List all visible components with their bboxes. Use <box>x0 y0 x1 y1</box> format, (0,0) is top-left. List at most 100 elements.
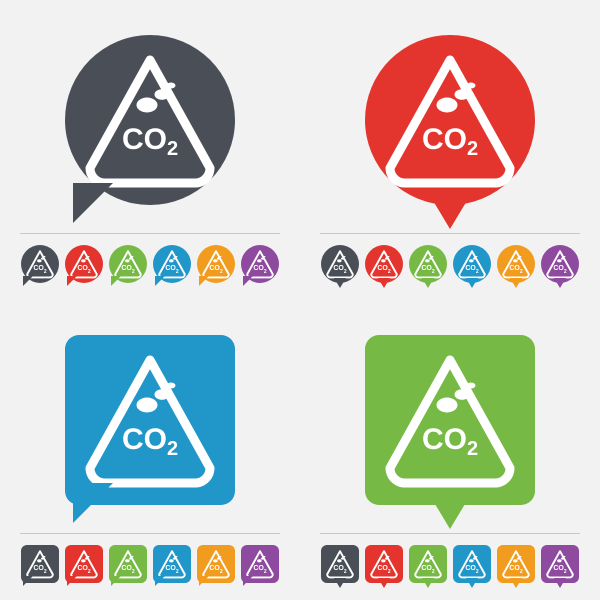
co2-bubble-circle-pointer-orange: CO2 <box>496 242 536 286</box>
co2-bubble-circle-speech-dark: CO2 <box>55 15 245 225</box>
bubble-tail <box>334 578 346 588</box>
main-bubble-area: CO2 <box>320 12 580 227</box>
co2-label: CO2 <box>553 265 566 274</box>
bubble-tail <box>73 183 113 223</box>
bubble-tail <box>199 276 209 286</box>
co2-bubble-circle-pointer-purple: CO2 <box>540 242 580 286</box>
co2-bubble-circle-speech-blue: CO2 <box>152 242 192 286</box>
co2-bubble-square-speech-blue: CO2 <box>152 542 192 586</box>
co2-bubble-circle-pointer-red: CO2 <box>364 242 404 286</box>
bubble-tail <box>111 576 121 586</box>
co2-bubble-square-pointer-dark: CO2 <box>320 542 360 586</box>
bubble-tail <box>155 576 165 586</box>
co2-label: CO2 <box>422 125 478 155</box>
quadrant-2: CO2 CO2 CO2 CO2 <box>300 0 600 300</box>
divider <box>20 533 280 534</box>
bubble-tail <box>243 576 253 586</box>
co2-label: CO2 <box>209 565 222 574</box>
small-variants-row: CO2 CO2 CO2 CO2 <box>320 542 580 586</box>
bubble-tail <box>23 576 33 586</box>
co2-bubble-circle-speech-dark: CO2 <box>20 242 60 286</box>
co2-bubble-circle-speech-red: CO2 <box>64 242 104 286</box>
co2-bubble-circle-pointer-blue: CO2 <box>452 242 492 286</box>
bubble-tail <box>466 578 478 588</box>
bubble-tail <box>243 276 253 286</box>
co2-label: CO2 <box>465 265 478 274</box>
co2-label: CO2 <box>209 265 222 274</box>
co2-label: CO2 <box>121 565 134 574</box>
bubble-shape: CO2 <box>65 35 235 205</box>
bubble-tail <box>155 276 165 286</box>
co2-label: CO2 <box>165 565 178 574</box>
bubble-tail <box>422 278 434 288</box>
bubble-tail <box>23 276 33 286</box>
bubble-tail <box>199 576 209 586</box>
co2-label: CO2 <box>77 565 90 574</box>
co2-bubble-square-pointer-green: CO2 <box>408 542 448 586</box>
bubble-tail <box>426 489 474 529</box>
bubble-tail <box>334 278 346 288</box>
co2-label: CO2 <box>421 265 434 274</box>
bubble-shape: CO2 <box>365 35 535 205</box>
quadrant-3: CO2 CO2 CO2 CO2 <box>0 300 300 600</box>
co2-label: CO2 <box>509 265 522 274</box>
co2-label: CO2 <box>465 565 478 574</box>
co2-bubble-circle-pointer-dark: CO2 <box>320 242 360 286</box>
co2-bubble-square-speech-dark: CO2 <box>20 542 60 586</box>
divider <box>320 233 580 234</box>
co2-label: CO2 <box>509 565 522 574</box>
quadrant-1: CO2 CO2 CO2 CO2 <box>0 0 300 300</box>
co2-bubble-square-speech-orange: CO2 <box>196 542 236 586</box>
small-variants-row: CO2 CO2 CO2 CO2 <box>20 242 280 286</box>
co2-bubble-square-speech-green: CO2 <box>108 542 148 586</box>
co2-bubble-square-speech-purple: CO2 <box>240 542 280 586</box>
co2-label: CO2 <box>333 265 346 274</box>
divider <box>320 533 580 534</box>
co2-bubble-square-pointer-purple: CO2 <box>540 542 580 586</box>
co2-label: CO2 <box>333 565 346 574</box>
co2-label: CO2 <box>77 265 90 274</box>
co2-label: CO2 <box>121 265 134 274</box>
quadrant-4: CO2 CO2 CO2 CO2 <box>300 300 600 600</box>
co2-bubble-circle-speech-purple: CO2 <box>240 242 280 286</box>
bubble-tail <box>554 278 566 288</box>
main-bubble-area: CO2 <box>20 312 280 527</box>
co2-label: CO2 <box>553 565 566 574</box>
co2-bubble-circle-pointer-red: CO2 <box>355 15 545 225</box>
bubble-tail <box>67 276 77 286</box>
co2-bubble-square-speech-red: CO2 <box>64 542 104 586</box>
bubble-tail <box>378 578 390 588</box>
bubble-tail <box>378 278 390 288</box>
co2-label: CO2 <box>253 265 266 274</box>
bubble-tail <box>73 483 113 523</box>
co2-bubble-circle-pointer-green: CO2 <box>408 242 448 286</box>
bubble-shape: CO2 <box>65 335 235 505</box>
bubble-tail <box>111 276 121 286</box>
co2-label: CO2 <box>33 265 46 274</box>
co2-label: CO2 <box>377 265 390 274</box>
co2-bubble-circle-speech-orange: CO2 <box>196 242 236 286</box>
co2-label: CO2 <box>377 565 390 574</box>
co2-label: CO2 <box>33 565 46 574</box>
bubble-tail <box>426 189 474 229</box>
co2-bubble-square-pointer-orange: CO2 <box>496 542 536 586</box>
co2-bubble-square-speech-blue: CO2 <box>55 315 245 525</box>
bubble-shape: CO2 <box>365 335 535 505</box>
co2-label: CO2 <box>122 125 178 155</box>
co2-label: CO2 <box>165 265 178 274</box>
small-variants-row: CO2 CO2 CO2 CO2 <box>20 542 280 586</box>
co2-label: CO2 <box>421 565 434 574</box>
small-variants-row: CO2 CO2 CO2 CO2 <box>320 242 580 286</box>
bubble-tail <box>510 278 522 288</box>
co2-label: CO2 <box>422 425 478 455</box>
co2-bubble-square-pointer-blue: CO2 <box>452 542 492 586</box>
bubble-tail <box>67 576 77 586</box>
bubble-tail <box>422 578 434 588</box>
co2-label: CO2 <box>253 565 266 574</box>
co2-bubble-square-pointer-green: CO2 <box>355 315 545 525</box>
co2-bubble-circle-speech-green: CO2 <box>108 242 148 286</box>
bubble-tail <box>554 578 566 588</box>
divider <box>20 233 280 234</box>
co2-label: CO2 <box>122 425 178 455</box>
main-bubble-area: CO2 <box>20 12 280 227</box>
